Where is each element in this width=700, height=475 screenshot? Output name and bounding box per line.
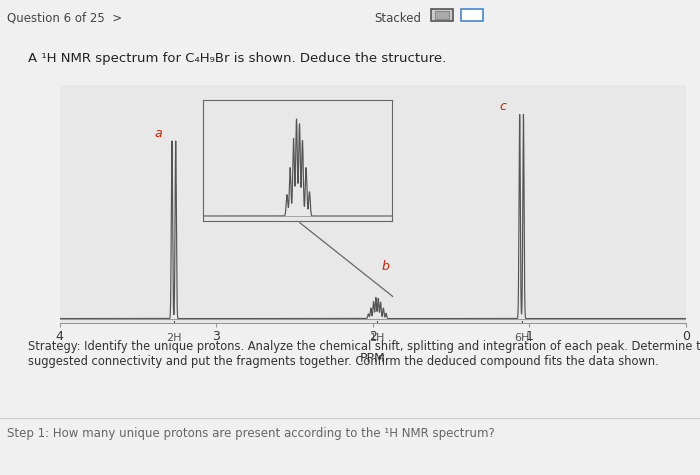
Text: A ¹H NMR spectrum for C₄H₉Br is shown. Deduce the structure.: A ¹H NMR spectrum for C₄H₉Br is shown. D…	[28, 52, 447, 65]
Text: Step 1: How many unique protons are present according to the ¹H NMR spectrum?: Step 1: How many unique protons are pres…	[7, 428, 495, 440]
Text: 1H: 1H	[370, 333, 385, 343]
Text: Stacked: Stacked	[374, 12, 421, 25]
Text: a: a	[155, 126, 162, 140]
Text: 2H: 2H	[166, 333, 181, 343]
Text: c: c	[499, 100, 506, 113]
Text: PPM: PPM	[360, 352, 386, 365]
Text: Question 6 of 25  >: Question 6 of 25 >	[7, 12, 122, 25]
Text: 6H: 6H	[514, 333, 529, 343]
Text: b: b	[382, 260, 389, 273]
Text: Strategy: Identify the unique protons. Analyze the chemical shift, splitting and: Strategy: Identify the unique protons. A…	[28, 340, 700, 368]
